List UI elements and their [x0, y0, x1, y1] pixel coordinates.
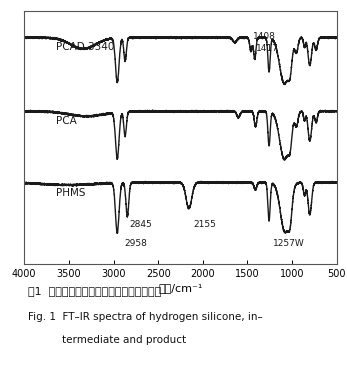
- Text: 2845: 2845: [129, 220, 152, 229]
- Text: 1257W: 1257W: [273, 239, 305, 248]
- Text: PCA: PCA: [56, 116, 76, 126]
- Text: 1408: 1408: [253, 32, 276, 41]
- Text: PHMS: PHMS: [56, 188, 85, 198]
- X-axis label: 波数/cm⁻¹: 波数/cm⁻¹: [158, 283, 203, 293]
- Text: PCAD 3340: PCAD 3340: [56, 42, 114, 52]
- Text: 图1  含氢硅油、中间体及产物的红外光谱图: 图1 含氢硅油、中间体及产物的红外光谱图: [28, 286, 161, 296]
- Text: 1417: 1417: [256, 44, 279, 53]
- Text: termediate and product: termediate and product: [62, 335, 187, 345]
- Text: 2958: 2958: [124, 239, 147, 248]
- Text: Fig. 1  FT–IR spectra of hydrogen silicone, in–: Fig. 1 FT–IR spectra of hydrogen silicon…: [28, 312, 263, 322]
- Text: 2155: 2155: [193, 220, 216, 229]
